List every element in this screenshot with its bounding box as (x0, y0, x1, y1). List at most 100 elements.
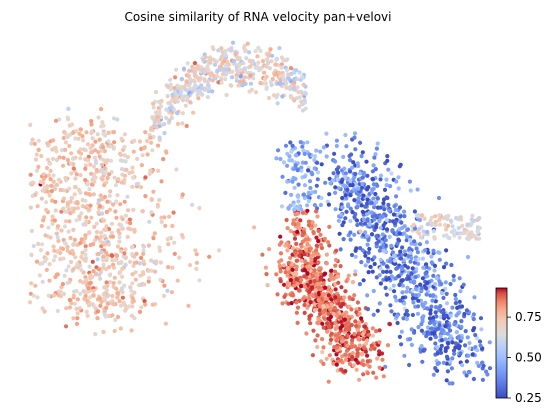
scatter-point (290, 267, 295, 272)
scatter-point (416, 304, 421, 309)
scatter-point (93, 175, 98, 180)
scatter-point (119, 224, 124, 230)
scatter-point (94, 229, 100, 235)
scatter-point (84, 130, 89, 135)
scatter-point (278, 156, 283, 162)
scatter-point (109, 230, 114, 235)
scatter-point (318, 277, 323, 282)
scatter-point (108, 189, 113, 194)
scatter-point (30, 180, 35, 185)
scatter-point (413, 293, 419, 298)
scatter-point (143, 130, 148, 135)
scatter-point (360, 150, 365, 155)
scatter-point (269, 59, 274, 64)
scatter-point (302, 100, 307, 105)
scatter-point (374, 275, 379, 280)
scatter-point (78, 240, 83, 246)
scatter-point (67, 305, 72, 310)
scatter-point (100, 217, 105, 222)
scatter-point (407, 246, 412, 251)
scatter-point (324, 252, 329, 257)
scatter-point (83, 178, 88, 183)
scatter-point (369, 232, 375, 237)
scatter-point (161, 157, 166, 162)
scatter-point (167, 101, 173, 106)
scatter-point (184, 123, 189, 129)
scatter-point (188, 86, 193, 91)
scatter-point (146, 268, 151, 273)
scatter-point (48, 177, 53, 182)
scatter-point (167, 214, 172, 219)
scatter-point (303, 160, 308, 165)
scatter-point (205, 79, 211, 84)
scatter-point (294, 68, 299, 73)
scatter-point (102, 194, 108, 200)
scatter-point (303, 106, 308, 111)
scatter-point (66, 106, 71, 111)
scatter-point (358, 246, 363, 251)
scatter-point (370, 326, 375, 331)
scatter-point (309, 257, 314, 262)
scatter-point (349, 341, 354, 346)
scatter-point (60, 246, 66, 251)
scatter-point (73, 136, 78, 141)
scatter-point (424, 292, 429, 297)
scatter-point (179, 77, 185, 82)
scatter-point (361, 217, 366, 222)
scatter-point (304, 331, 309, 336)
scatter-point (84, 215, 89, 220)
scatter-point (238, 74, 243, 79)
scatter-point (70, 195, 75, 200)
scatter-point (63, 131, 68, 136)
scatter-point (334, 338, 339, 343)
scatter-point (94, 167, 99, 173)
scatter-point (406, 276, 411, 281)
scatter-point (102, 183, 107, 188)
scatter-point (274, 272, 279, 277)
scatter-point (191, 67, 196, 72)
scatter-point (284, 81, 289, 86)
scatter-point (295, 305, 301, 310)
scatter-point (70, 122, 75, 127)
scatter-point (381, 201, 386, 206)
scatter-point (299, 244, 304, 249)
scatter-point (377, 248, 382, 253)
scatter-point (314, 243, 319, 248)
scatter-point (167, 236, 172, 241)
scatter-point (407, 362, 412, 368)
scatter-point (464, 373, 469, 378)
scatter-point (122, 173, 128, 178)
scatter-point (302, 274, 307, 279)
scatter-point (71, 267, 76, 272)
scatter-point (433, 299, 438, 304)
scatter-point (87, 207, 92, 212)
scatter-point (52, 248, 57, 253)
scatter-point (475, 229, 480, 234)
scatter-point (456, 225, 461, 231)
scatter-point (51, 138, 56, 143)
scatter-point (348, 178, 353, 183)
scatter-point (228, 83, 233, 88)
scatter-point (437, 218, 442, 223)
scatter-point (294, 241, 299, 246)
scatter-point (120, 290, 125, 295)
scatter-point (378, 281, 383, 286)
scatter-point (63, 147, 68, 152)
scatter-point (405, 285, 410, 290)
scatter-point (462, 311, 467, 317)
scatter-point (329, 276, 334, 281)
scatter-point (284, 68, 290, 73)
scatter-point (133, 277, 138, 282)
scatter-point (452, 351, 457, 356)
scatter-point (399, 220, 404, 225)
scatter-point (165, 94, 170, 99)
scatter-point (319, 162, 324, 167)
scatter-point (200, 68, 205, 73)
scatter-point (447, 236, 452, 241)
scatter-point (388, 184, 393, 189)
scatter-point (313, 154, 318, 159)
scatter-point (93, 272, 99, 277)
scatter-point (283, 190, 288, 195)
scatter-point (294, 264, 299, 269)
scatter-point (163, 223, 168, 228)
